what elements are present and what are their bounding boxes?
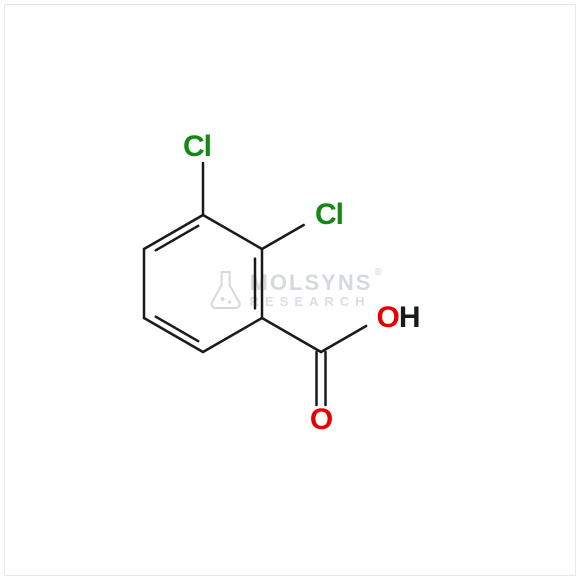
atom-label-o1: O xyxy=(310,403,332,437)
atom-label-cl2: Cl xyxy=(315,198,343,232)
atom-label-cl1: Cl xyxy=(183,130,211,164)
molecule-canvas xyxy=(0,0,580,580)
atom-label-o2: OH xyxy=(376,301,419,335)
